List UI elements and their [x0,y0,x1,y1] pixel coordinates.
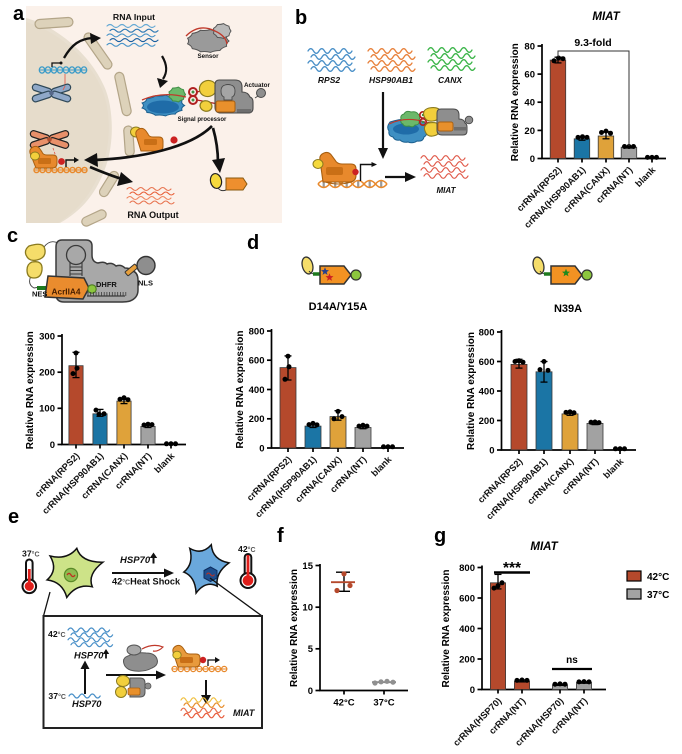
svg-text:CANX: CANX [438,75,463,85]
svg-text:60: 60 [524,70,535,81]
svg-text:ns: ns [566,655,578,666]
svg-text:HSP70: HSP70 [72,699,102,709]
svg-text:200: 200 [459,654,475,665]
svg-text:f: f [277,525,284,547]
svg-text:400: 400 [479,386,495,397]
svg-text:10: 10 [302,603,313,614]
svg-text:Actuator: Actuator [244,82,270,89]
svg-text:0: 0 [530,154,535,165]
svg-text:g: g [434,525,446,547]
svg-text:Relative RNA expression: Relative RNA expression [289,569,300,687]
svg-text:blank: blank [152,450,177,475]
svg-text:600: 600 [249,356,265,367]
svg-text:37°C: 37°C [22,549,40,559]
svg-text:40: 40 [524,98,535,109]
svg-text:c: c [7,225,18,247]
svg-text:5: 5 [308,644,314,655]
svg-text:Sensor: Sensor [198,53,220,60]
svg-text:Relative RNA expression: Relative RNA expression [441,569,452,687]
svg-text:RNA Input: RNA Input [113,12,155,22]
svg-text:DHFR: DHFR [96,280,117,289]
svg-text:400: 400 [249,385,265,396]
svg-text:MIAT: MIAT [233,708,256,718]
svg-text:20: 20 [524,126,535,137]
svg-text:42°C: 42°C [333,698,354,709]
svg-text:MIAT: MIAT [592,11,620,23]
svg-text:80: 80 [524,41,535,52]
svg-text:HSP90AB1: HSP90AB1 [369,75,413,85]
svg-text:AcrIIA4: AcrIIA4 [51,287,80,297]
svg-text:600: 600 [459,593,475,604]
svg-text:200: 200 [479,416,495,427]
svg-text:e: e [8,506,19,528]
svg-text:RPS2: RPS2 [318,75,340,85]
svg-text:N39A: N39A [554,303,582,315]
svg-text:blank: blank [369,454,394,479]
svg-text:b: b [295,7,307,29]
svg-text:HSP70: HSP70 [120,555,151,566]
svg-text:0: 0 [489,445,494,456]
svg-text:0: 0 [259,443,264,454]
svg-text:a: a [13,3,25,25]
svg-text:Relative RNA expression: Relative RNA expression [235,330,246,448]
svg-text:400: 400 [459,624,475,635]
svg-text:800: 800 [459,563,475,574]
svg-text:42°C: 42°C [238,544,256,554]
svg-text:37°C: 37°C [48,691,66,701]
svg-text:37°C: 37°C [373,698,394,709]
svg-text:Relative RNA expression: Relative RNA expression [510,43,521,161]
svg-text:100: 100 [39,404,55,415]
svg-text:***: *** [503,560,522,577]
svg-text:blank: blank [633,164,658,189]
svg-text:600: 600 [479,357,495,368]
svg-text:200: 200 [39,368,55,379]
svg-text:800: 800 [249,326,265,337]
svg-text:D14A/Y15A: D14A/Y15A [309,301,368,313]
svg-text:MIAT: MIAT [437,186,457,195]
svg-text:Relative RNA expression: Relative RNA expression [25,331,36,449]
svg-text:9.3-fold: 9.3-fold [574,37,611,49]
svg-text:Signal processor: Signal processor [178,117,227,123]
svg-text:Relative RNA expression: Relative RNA expression [466,332,477,450]
svg-text:15: 15 [302,561,313,572]
svg-text:HSP70: HSP70 [74,651,104,661]
svg-text:42°C: 42°C [48,629,66,639]
svg-text:blank: blank [601,456,626,481]
svg-text:37°C: 37°C [647,590,669,601]
svg-text:800: 800 [479,327,495,338]
svg-text:d: d [247,232,259,254]
svg-text:NLS: NLS [138,279,153,288]
svg-text:300: 300 [39,331,55,342]
svg-text:NES: NES [32,290,47,299]
svg-text:200: 200 [249,414,265,425]
svg-text:0: 0 [50,440,55,451]
svg-text:MIAT: MIAT [530,541,558,553]
svg-text:0: 0 [470,685,475,696]
svg-text:0: 0 [308,686,313,697]
svg-text:42°C: 42°C [647,572,669,583]
svg-text:42°CHeat Shock: 42°CHeat Shock [112,577,181,587]
svg-text:RNA Output: RNA Output [127,210,178,220]
